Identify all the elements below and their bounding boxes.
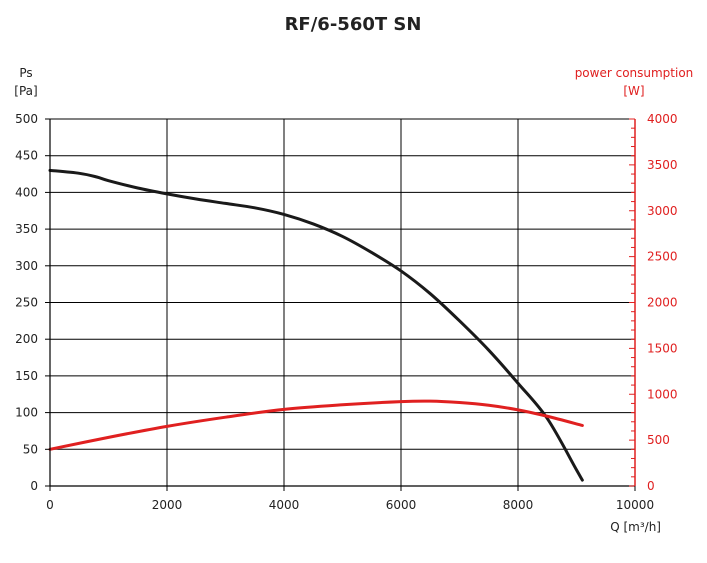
left-tick-label: 150 xyxy=(15,369,38,383)
left-axis-label: Ps xyxy=(19,66,32,80)
left-tick-label: 500 xyxy=(15,112,38,126)
right-tick-label: 2000 xyxy=(647,296,678,310)
right-tick-label: 1000 xyxy=(647,387,678,401)
static-pressure-curve xyxy=(48,168,584,482)
chart-title: RF/6-560T SN xyxy=(285,14,422,35)
right-axis-label: power consumption xyxy=(575,66,694,80)
x-tick-label: 2000 xyxy=(152,498,183,512)
right-tick-label: 3500 xyxy=(647,158,678,172)
x-tick-label: 6000 xyxy=(386,498,417,512)
left-tick-label: 0 xyxy=(30,479,38,493)
axes xyxy=(45,118,636,491)
x-tick-label: 10000 xyxy=(616,498,654,512)
left-tick-label: 400 xyxy=(15,185,38,199)
x-tick-label: 0 xyxy=(46,498,54,512)
left-tick-label: 200 xyxy=(15,332,38,346)
left-tick-label: 350 xyxy=(15,222,38,236)
left-tick-label: 300 xyxy=(15,259,38,273)
left-tick-label: 50 xyxy=(23,442,38,456)
right-tick-label: 0 xyxy=(647,479,655,493)
right-tick-label: 1500 xyxy=(647,341,678,355)
left-tick-label: 250 xyxy=(15,296,38,310)
right-tick-label: 500 xyxy=(647,433,670,447)
right-tick-label: 4000 xyxy=(647,112,678,126)
right-axis-label: [W] xyxy=(623,84,644,98)
x-tick-label: 8000 xyxy=(503,498,534,512)
left-tick-label: 450 xyxy=(15,149,38,163)
x-tick-label: 4000 xyxy=(269,498,300,512)
axis-labels: Ps [Pa] power consumption [W] Q [m³/h] xyxy=(14,66,693,534)
power-consumption-curve xyxy=(48,399,584,451)
right-tick-label: 3000 xyxy=(647,204,678,218)
series-lines xyxy=(48,168,584,482)
left-axis-label: [Pa] xyxy=(14,84,37,98)
right-tick-label: 2500 xyxy=(647,250,678,264)
tick-labels: 0 50 100 150 200 250 300 350 400 450 500 0 500 1000 15… xyxy=(15,112,677,512)
x-axis-label: Q [m³/h] xyxy=(610,520,661,534)
left-tick-label: 100 xyxy=(15,406,38,420)
